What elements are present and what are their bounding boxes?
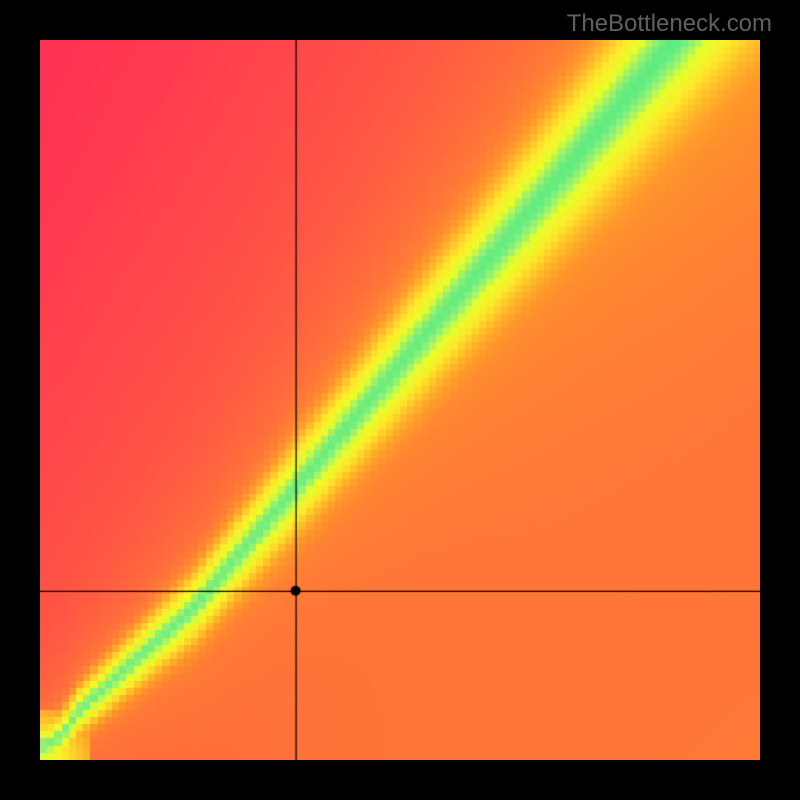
stage: TheBottleneck.com (0, 0, 800, 800)
bottleneck-heatmap (40, 40, 760, 760)
watermark-text: TheBottleneck.com (567, 10, 772, 38)
